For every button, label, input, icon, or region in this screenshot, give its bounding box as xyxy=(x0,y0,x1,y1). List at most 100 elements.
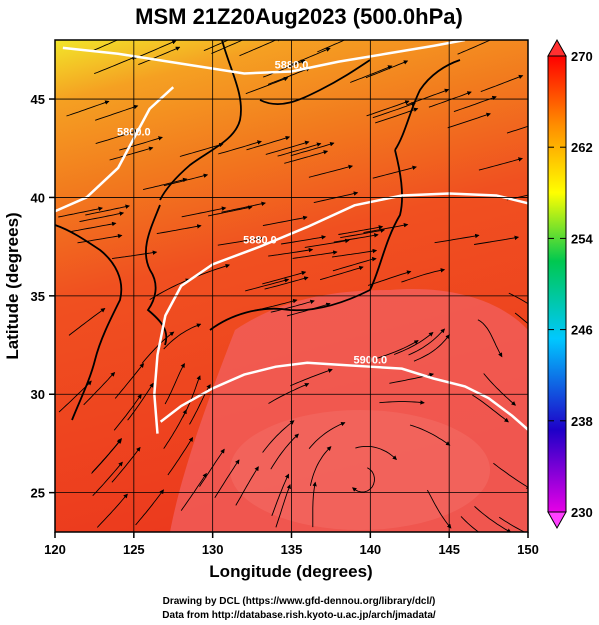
streamline xyxy=(480,74,524,93)
colorbar: 230 238 246 254 262 270 xyxy=(547,38,593,530)
streamline xyxy=(180,472,207,511)
streamline xyxy=(406,88,450,106)
streamline xyxy=(265,140,310,155)
streamline xyxy=(447,112,491,129)
x-tick-label: 140 xyxy=(359,542,381,557)
streamline xyxy=(262,420,295,453)
x-axis-label: Longitude (degrees) xyxy=(209,562,372,581)
streamline xyxy=(164,363,185,405)
streamline xyxy=(319,265,364,281)
chart-title: MSM 21Z20Aug2023 (500.0hPa) xyxy=(135,4,463,29)
streamline xyxy=(281,235,327,245)
streamline xyxy=(408,328,446,356)
streamline xyxy=(135,489,164,526)
streamline xyxy=(338,225,384,235)
streamline xyxy=(372,165,417,179)
streamline xyxy=(506,125,528,134)
streamline xyxy=(367,270,412,286)
streamline xyxy=(270,433,299,470)
streamline xyxy=(111,446,141,483)
colorbar-tick-label: 230 xyxy=(571,505,593,520)
streamline xyxy=(271,473,290,516)
streamline xyxy=(267,67,311,85)
streamline xyxy=(77,233,123,244)
y-axis-ticks: 25 30 35 40 45 xyxy=(31,92,55,501)
y-tick-label: 25 xyxy=(31,486,45,501)
streamline xyxy=(290,368,333,387)
streamline xyxy=(93,40,119,51)
streamline xyxy=(221,201,266,213)
streamline xyxy=(457,40,492,55)
streamline xyxy=(181,206,227,218)
x-tick-label: 125 xyxy=(123,542,145,557)
streamline xyxy=(493,462,528,490)
x-axis-ticks: 120 125 130 135 140 145 150 xyxy=(44,532,539,557)
grid-lines xyxy=(55,40,528,532)
y-tick-label: 35 xyxy=(31,289,45,304)
streamline xyxy=(85,204,130,216)
streamline xyxy=(95,129,140,145)
streamline xyxy=(239,40,282,57)
streamline xyxy=(312,481,317,528)
streamline xyxy=(134,40,177,59)
streamline xyxy=(138,46,181,66)
streamline xyxy=(372,102,416,119)
streamline xyxy=(96,493,128,528)
streamline xyxy=(163,409,187,449)
streamline xyxy=(478,157,523,171)
x-tick-label: 150 xyxy=(517,542,539,557)
streamline xyxy=(317,40,346,53)
streamline xyxy=(363,223,409,234)
streamline xyxy=(156,224,202,235)
streamline xyxy=(245,278,290,292)
streamline xyxy=(218,140,262,155)
streamline xyxy=(246,135,291,151)
colorbar-tick-label: 262 xyxy=(571,140,593,155)
streamline xyxy=(477,319,503,358)
streamline xyxy=(95,104,139,121)
streamline xyxy=(66,100,110,117)
streamline xyxy=(304,238,350,248)
streamline xyxy=(263,59,306,78)
streamline xyxy=(277,142,322,157)
streamline xyxy=(332,256,377,272)
streamline xyxy=(474,506,512,532)
colorbar-bottom-arrow xyxy=(547,511,567,530)
streamline xyxy=(472,394,509,423)
streamline xyxy=(352,467,375,493)
streamline xyxy=(409,424,451,446)
streamline xyxy=(474,235,520,245)
streamline xyxy=(68,308,106,336)
streamline xyxy=(309,446,332,486)
streamline xyxy=(245,77,289,95)
x-tick-label: 120 xyxy=(44,542,66,557)
streamline xyxy=(119,136,163,151)
credit-line-2: Data from http://database.rish.kyoto-u.a… xyxy=(162,610,436,621)
contour-line-1 xyxy=(55,86,175,213)
streamline xyxy=(83,371,116,406)
streamline xyxy=(288,47,331,67)
streamline xyxy=(262,270,307,285)
streamline xyxy=(58,206,103,218)
colorbar-tick-label: 238 xyxy=(571,414,593,429)
streamline xyxy=(262,215,308,227)
colorbar-top-arrow xyxy=(547,38,567,57)
streamline xyxy=(142,177,188,191)
x-tick-label: 130 xyxy=(202,542,224,557)
streamline xyxy=(114,363,145,399)
streamline xyxy=(483,373,516,406)
streamline xyxy=(308,421,346,449)
streamline xyxy=(203,40,230,52)
y-tick-label: 30 xyxy=(31,387,45,402)
streamline xyxy=(428,91,472,108)
streamline xyxy=(379,400,425,405)
streamline xyxy=(308,164,354,178)
streamline xyxy=(163,323,202,350)
streamline xyxy=(268,383,310,404)
streamlines xyxy=(58,40,528,532)
streamline xyxy=(199,448,225,487)
streamline xyxy=(366,100,410,117)
contour-label: 5880.0 xyxy=(243,235,277,247)
y-axis-label: Latitude (degrees) xyxy=(3,212,22,359)
streamline xyxy=(332,248,378,258)
